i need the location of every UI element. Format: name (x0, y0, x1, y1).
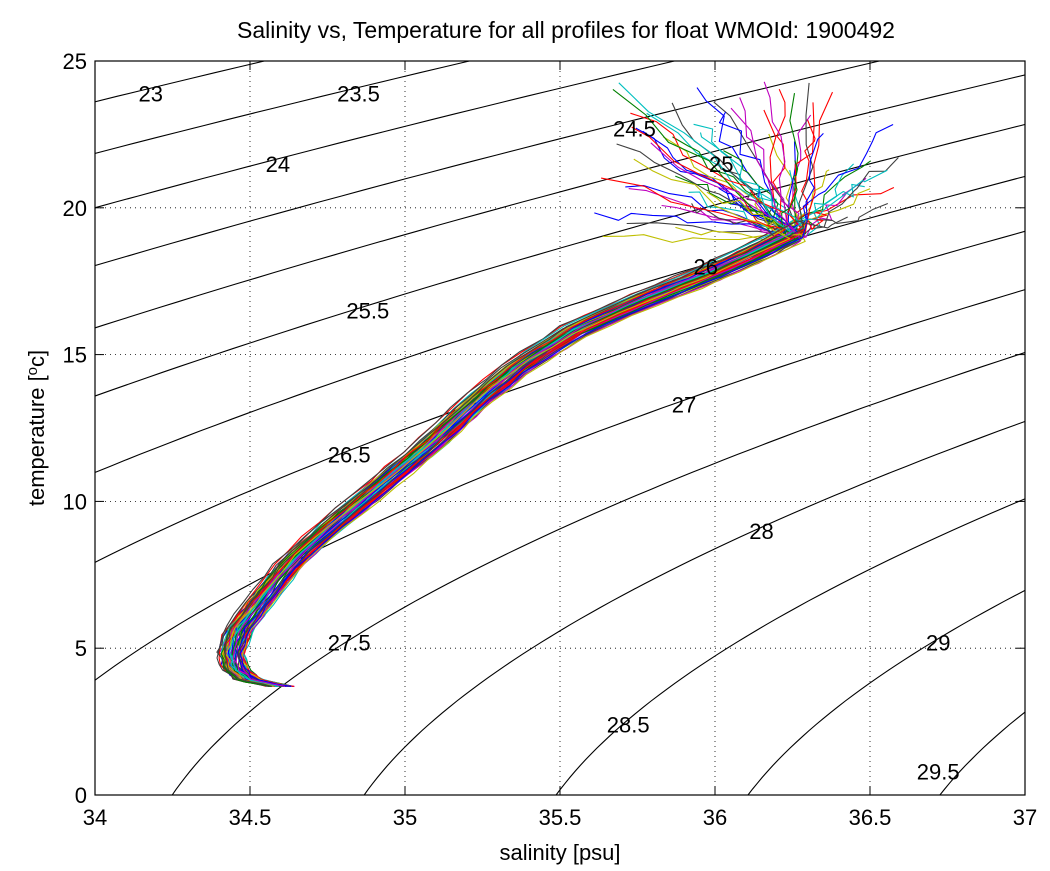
x-tick-label: 34 (83, 805, 107, 830)
y-tick-label: 10 (63, 489, 87, 514)
density-contour-label: 29.5 (917, 760, 960, 785)
density-contour (363, 420, 1025, 795)
density-contour (95, 61, 677, 209)
y-tick-label: 25 (63, 49, 87, 74)
density-contour (171, 351, 1025, 795)
density-contour-label: 26 (693, 255, 717, 280)
density-contour-label: 26.5 (328, 442, 371, 467)
profile-line (239, 133, 824, 687)
profile-line (224, 158, 791, 687)
x-tick-label: 36 (703, 805, 727, 830)
profile-line (224, 216, 848, 687)
x-tick-label: 34.5 (229, 805, 272, 830)
grid-lines (95, 61, 1025, 795)
density-contour-label: 27 (672, 393, 696, 418)
profile-line (241, 191, 806, 687)
profile-line (232, 107, 795, 687)
density-contour-label: 25 (709, 152, 733, 177)
density-contour-label: 29 (926, 630, 950, 655)
y-tick-label: 15 (63, 343, 87, 368)
density-contour-label: 27.5 (328, 630, 371, 655)
density-contour (95, 289, 1025, 681)
axis-ticks: 34 34.5 35 35.5 36 36.5 37 0 5 10 15 20 25 (63, 49, 1038, 830)
density-contour-label: 23 (139, 81, 163, 106)
density-contour-label: 28 (749, 519, 773, 544)
density-contour (95, 123, 1025, 397)
y-tick-label: 0 (75, 783, 87, 808)
density-contour-label: 24.5 (613, 117, 656, 142)
density-contour (95, 230, 1025, 563)
y-axis-title: temperature [oc] (24, 350, 49, 506)
x-tick-label: 37 (1013, 805, 1037, 830)
density-contour-labels: 23 23.5 24 24.5 25 25.5 26 26.5 27 27.5 28 28.5 29 29… (139, 81, 960, 784)
chart-title: Salinity vs, Temperature for all profile… (237, 17, 895, 43)
y-tick-label: 5 (75, 636, 87, 661)
profile-line (232, 150, 797, 687)
y-tick-label: 20 (63, 196, 87, 221)
x-tick-label: 36.5 (849, 805, 892, 830)
density-contour (95, 61, 882, 267)
density-contour (95, 175, 1025, 474)
x-tick-label: 35 (393, 805, 417, 830)
density-contour-label: 28.5 (607, 713, 650, 738)
x-axis-title: salinity [psu] (499, 840, 620, 865)
density-contours (95, 61, 1025, 795)
profile-line (216, 202, 889, 687)
density-contour (939, 711, 1025, 795)
density-contour-label: 23.5 (337, 81, 380, 106)
density-contour (747, 589, 1025, 795)
x-tick-label: 35.5 (539, 805, 582, 830)
float-profiles (216, 81, 899, 687)
density-contour (95, 74, 1025, 329)
density-contour-label: 24 (266, 152, 290, 177)
density-contour (555, 498, 1025, 795)
density-contour-label: 25.5 (346, 299, 389, 324)
